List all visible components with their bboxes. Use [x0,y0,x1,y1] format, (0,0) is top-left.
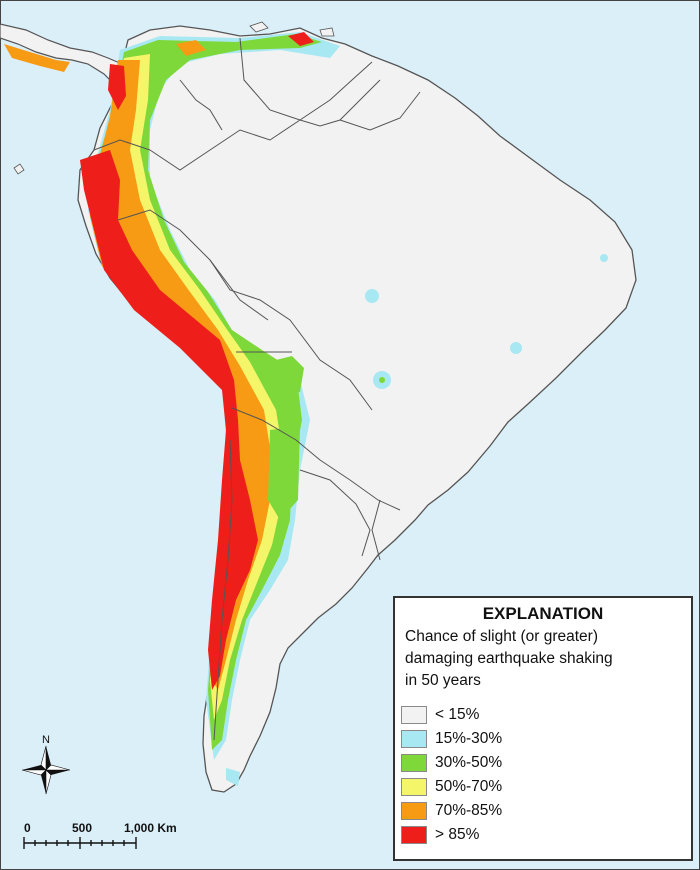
legend-swatch [401,706,427,724]
scale-label-1000: 1,000 Km [124,821,177,835]
legend-swatch [401,778,427,796]
legend-swatch [401,802,427,820]
legend-swatch [401,730,427,748]
galapagos [13,163,25,175]
legend-description-line-1: Chance of slight (or greater) [405,628,598,645]
legend-item: < 15% [401,704,681,726]
legend-item: 15%-30% [401,728,681,750]
legend-title: EXPLANATION [482,604,604,623]
north-arrow-label: N [42,734,50,746]
scale-label-500: 500 [72,821,93,835]
hazard-zones [4,32,608,786]
scale-bar [23,837,137,849]
legend-label: < 15% [435,706,480,723]
legend-label: > 85% [435,826,480,843]
legend: EXPLANATION Chance of slight (or greater… [393,596,693,861]
north-arrow-icon [21,745,71,795]
legend-description-line-3: in 50 years [405,672,481,689]
legend-item: 70%-85% [401,800,681,822]
legend-label: 70%-85% [435,802,503,819]
legend-label: 50%-70% [435,778,503,795]
country-borders [93,37,421,741]
legend-description-line-2: damaging earthquake shaking [405,650,613,667]
legend-swatch [401,826,427,844]
legend-label: 30%-50% [435,754,503,771]
scale-label-0: 0 [24,821,31,835]
legend-item: 50%-70% [401,776,681,798]
legend-label: 15%-30% [435,730,503,747]
legend-item: > 85% [401,824,681,846]
caribbean-islands [249,21,335,37]
legend-item: 30%-50% [401,752,681,774]
legend-swatch [401,754,427,772]
